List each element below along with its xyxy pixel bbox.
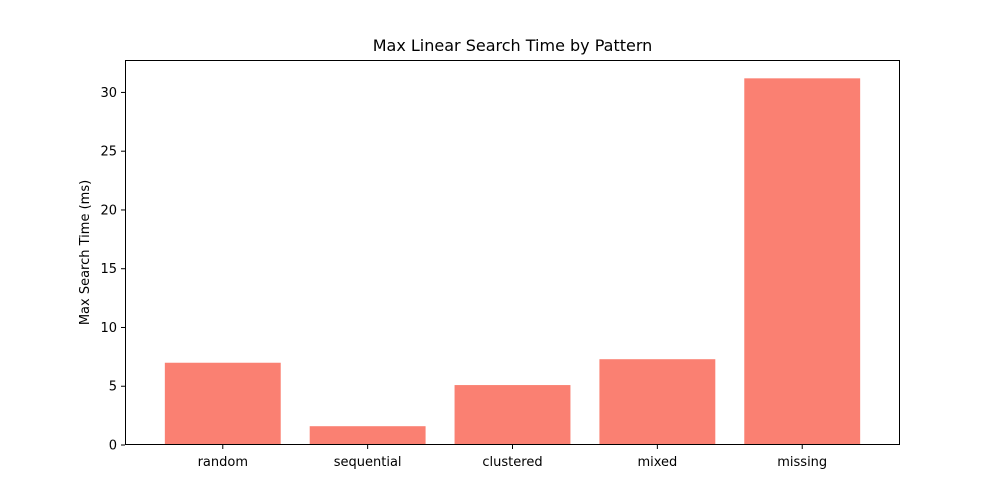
x-tick-label: clustered	[482, 455, 542, 470]
chart-title: Max Linear Search Time by Pattern	[373, 36, 653, 55]
x-tick-label: missing	[777, 455, 827, 470]
bar-clustered	[454, 385, 571, 445]
y-tick-label: 30	[100, 86, 117, 101]
y-tick-label: 0	[109, 439, 117, 454]
bar-sequential	[309, 426, 426, 445]
x-tick-label: mixed	[637, 455, 677, 470]
y-tick-label: 25	[100, 145, 117, 160]
plot-frame	[125, 60, 900, 445]
y-tick-label: 20	[100, 203, 117, 218]
bar-missing	[744, 78, 861, 445]
x-tick-label: random	[198, 455, 248, 470]
y-axis: 0 5 10 15 20 25 30	[100, 86, 125, 454]
y-tick-label: 10	[100, 321, 117, 336]
bar-mixed	[599, 359, 716, 445]
y-tick-label: 15	[100, 262, 117, 277]
bar-random	[164, 362, 281, 445]
x-tick-label: sequential	[334, 455, 402, 470]
x-axis: random sequential clustered mixed missing	[198, 445, 827, 470]
y-tick-label: 5	[109, 380, 117, 395]
bars-group	[164, 78, 861, 445]
y-axis-label: Max Search Time (ms)	[78, 180, 93, 325]
